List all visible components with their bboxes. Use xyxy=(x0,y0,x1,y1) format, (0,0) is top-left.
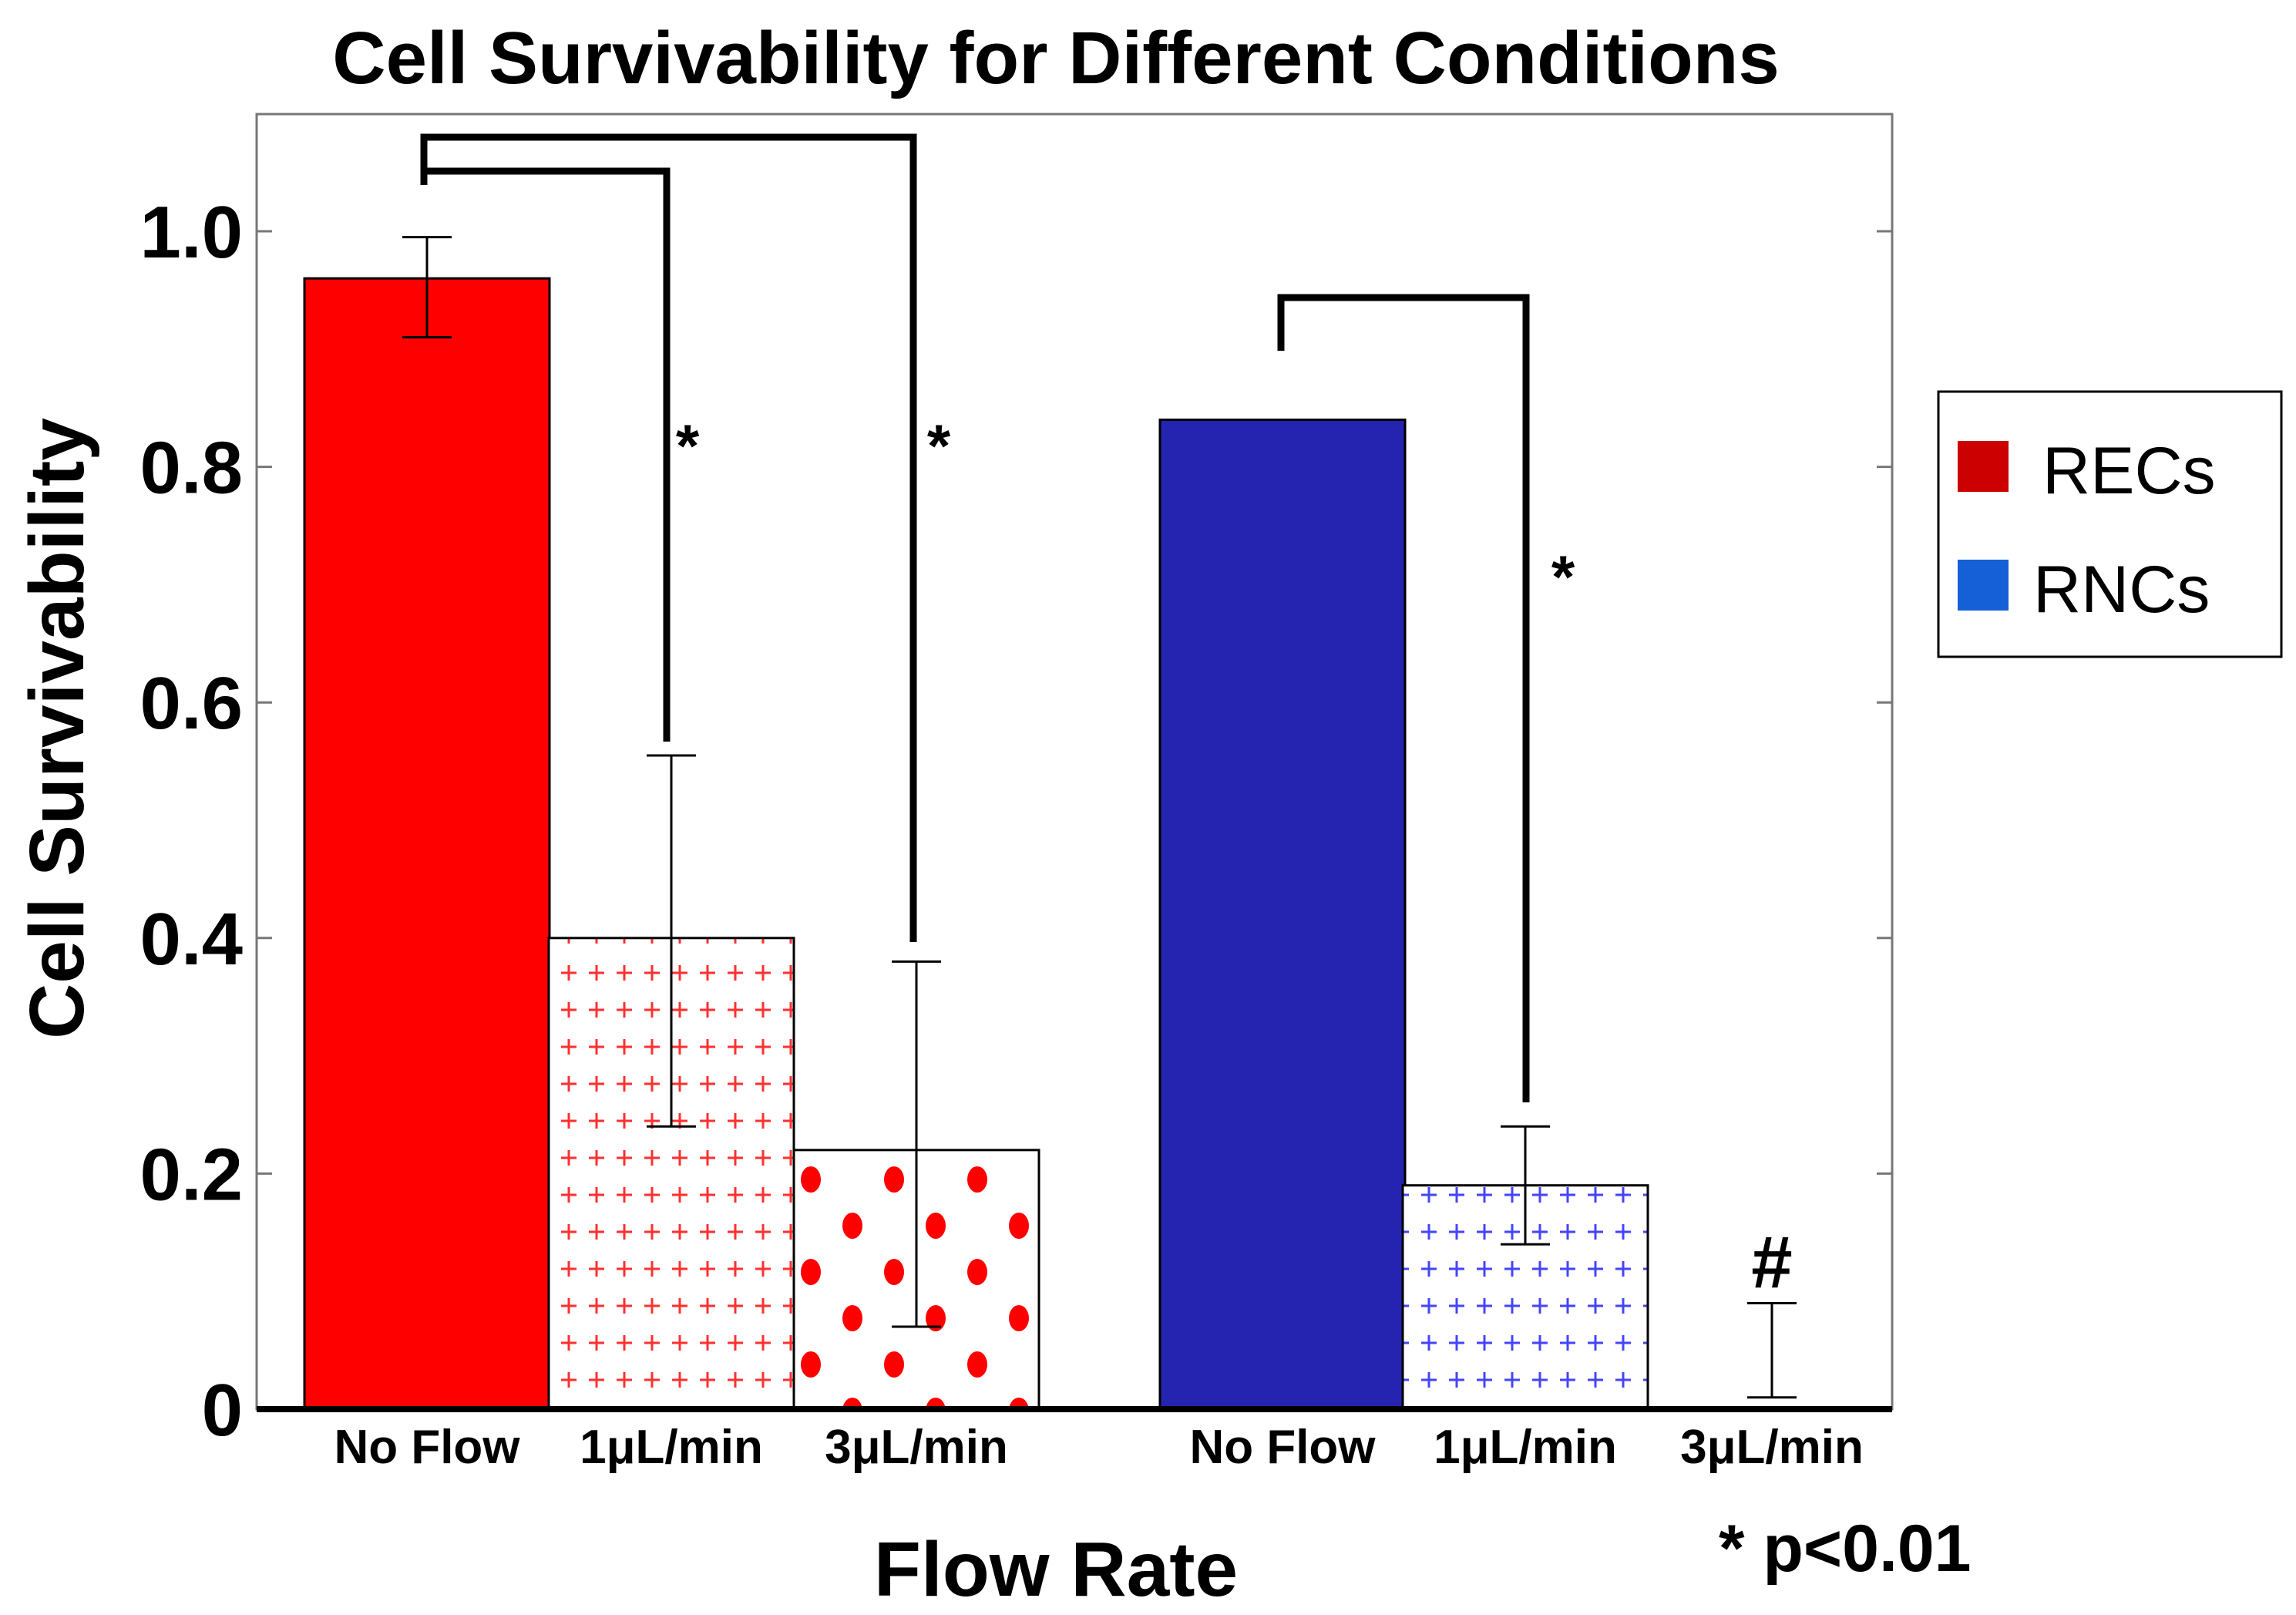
legend-label-recs: RECs xyxy=(2042,434,2216,508)
significance-bracket-2 xyxy=(1277,294,1530,1102)
y-axis-ticks: 0 0.2 0.4 0.6 0.8 1.0 xyxy=(140,191,1892,1452)
significance-bracket-0 xyxy=(420,167,671,742)
significance-star-0: * xyxy=(676,412,700,479)
y-tick-label-0: 0 xyxy=(202,1369,243,1452)
error-bars-group: # xyxy=(402,236,1797,1399)
legend-swatch-recs xyxy=(1958,441,2009,492)
y-tick-label-2: 0.4 xyxy=(140,898,243,981)
bar-annotation-5: # xyxy=(1751,1221,1792,1304)
bar-recs-0 xyxy=(303,277,551,1411)
significance-note: * p<0.01 xyxy=(1719,1512,1972,1586)
bar-rncs-3 xyxy=(1158,418,1407,1411)
x-category-label-4: 1μL/min xyxy=(1434,1421,1617,1474)
x-category-label-3: No Flow xyxy=(1189,1421,1376,1474)
x-category-label-5: 3μL/min xyxy=(1680,1421,1864,1474)
legend-box xyxy=(1937,390,2283,658)
x-category-label-2: 3μL/min xyxy=(825,1421,1008,1474)
legend: RECs RNCs xyxy=(1937,390,2283,658)
legend-swatch-rncs xyxy=(1958,560,2009,611)
x-axis-label: Flow Rate xyxy=(874,1526,1238,1613)
x-category-label-1: 1μL/min xyxy=(580,1421,763,1474)
y-tick-label-3: 0.6 xyxy=(140,662,243,745)
significance-star-2: * xyxy=(1551,543,1575,611)
x-category-label-0: No Flow xyxy=(334,1421,520,1474)
significance-star-1: * xyxy=(927,412,951,479)
y-tick-label-5: 1.0 xyxy=(140,191,243,274)
chart-title: Cell Survivability for Different Conditi… xyxy=(332,17,1780,99)
x-category-labels: No Flow 1μL/min 3μL/min No Flow 1μL/min 3μL/m… xyxy=(334,1421,1863,1474)
legend-label-rncs: RNCs xyxy=(2033,553,2210,627)
y-tick-label-4: 0.8 xyxy=(140,427,243,510)
bars-group xyxy=(303,277,1649,1411)
significance-bracket-1 xyxy=(420,133,917,942)
y-axis-label: Cell Survivability xyxy=(14,418,100,1039)
y-tick-label-1: 0.2 xyxy=(140,1133,243,1216)
significance-brackets: * * * xyxy=(420,133,1575,1102)
